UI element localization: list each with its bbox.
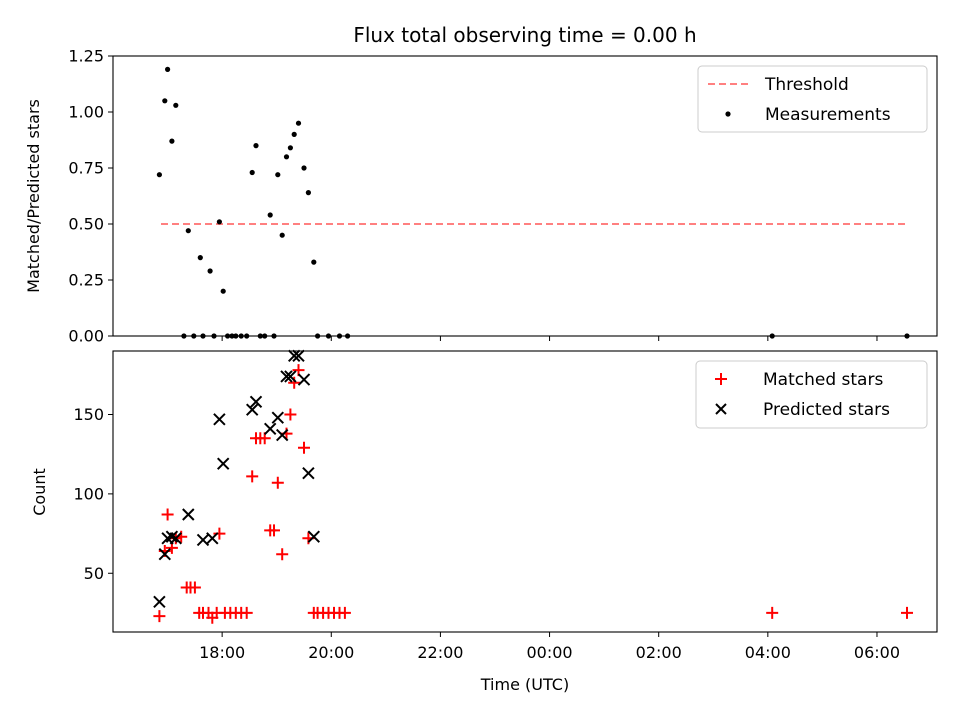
matched-star-point	[284, 408, 297, 421]
bottom-y-axis-label: Count	[30, 468, 49, 516]
measurement-point	[295, 120, 302, 126]
flux-ratio-panel: 0.00 0.25 0.50 0.75 1.00 1.25 Matched/Predict…	[24, 47, 938, 346]
star-counts-panel: 50 100 150 18:00 20:00 22:00 00:00 02:00 04:00 06…	[30, 349, 938, 694]
bottom-x-tick-label: 20:00	[308, 643, 354, 662]
predicted-star-point	[165, 530, 179, 543]
predicted-star-point	[271, 411, 285, 424]
matched-star-point	[188, 581, 201, 594]
predicted-star-point	[284, 370, 297, 383]
predicted-legend-symbol	[715, 403, 727, 415]
predicted-star-point	[213, 413, 226, 426]
measurement-point	[185, 228, 191, 234]
top-axes-frame	[112, 55, 938, 337]
measurement-point	[305, 190, 311, 196]
x-axis-label: Time (UTC)	[480, 675, 569, 694]
measurement-point	[249, 169, 255, 176]
bottom-x-tick-label: 18:00	[199, 643, 245, 662]
predicted-star-point	[245, 403, 259, 416]
measurement-point	[165, 66, 171, 72]
matched-star-point	[276, 548, 289, 561]
measurement-point	[267, 212, 273, 218]
measurement-point	[253, 143, 259, 149]
predicted-star-point	[206, 532, 219, 545]
bottom-axis-ticks: 50 100 150 18:00 20:00 22:00 00:00 02:00 04:00 06…	[73, 405, 900, 662]
matched-star-point	[153, 610, 166, 623]
measurement-point	[287, 145, 293, 151]
predicted-star-point	[153, 595, 166, 609]
bottom-x-tick-label: 06:00	[854, 643, 900, 662]
predicted-star-point	[292, 349, 305, 363]
matched-star-point	[901, 606, 913, 619]
predicted-star-point	[216, 457, 230, 470]
top-legend-box	[697, 65, 928, 133]
predicted-star-point	[307, 530, 321, 543]
measurements-legend-symbol	[725, 111, 731, 117]
legend-label-predicted: Predicted stars	[763, 400, 890, 420]
matched-star-point	[246, 470, 259, 483]
predicted-star-point	[249, 395, 263, 409]
matched-star-point	[298, 441, 310, 454]
bottom-y-tick-label: 150	[73, 405, 104, 424]
matched-star-point	[338, 606, 351, 619]
predicted-star-point	[182, 508, 195, 521]
top-axis-ticks: 0.00 0.25 0.50 0.75 1.00 1.25	[68, 47, 878, 346]
top-y-axis-label: Matched/Predicted stars	[24, 99, 43, 293]
matched-star-point	[213, 527, 226, 540]
matched-star-point	[161, 508, 174, 521]
predicted-star-point	[169, 532, 183, 545]
measurement-point	[156, 172, 162, 178]
predicted-star-point	[158, 547, 172, 561]
bottom-legend: Matched stars Predicted stars	[695, 360, 928, 429]
top-y-tick-label: 1.00	[68, 103, 104, 122]
bottom-axes-frame	[112, 350, 938, 633]
measurement-point	[216, 219, 222, 225]
bottom-y-tick-label: 50	[84, 564, 104, 583]
matched-star-point	[240, 606, 253, 619]
legend-label-threshold: Threshold	[764, 75, 849, 95]
legend-label-matched: Matched stars	[763, 370, 883, 390]
measurement-point	[301, 165, 307, 171]
measurement-point	[220, 288, 226, 294]
matched-star-point	[268, 524, 280, 537]
bottom-x-tick-label: 04:00	[745, 643, 791, 662]
measurement-point	[291, 131, 297, 137]
measurement-point	[283, 154, 290, 160]
bottom-x-tick-label: 22:00	[417, 643, 463, 662]
matched-star-point	[766, 606, 779, 619]
bottom-y-tick-label: 100	[73, 484, 104, 503]
measurement-point	[207, 268, 213, 274]
chart-title: Flux total observing time = 0.00 h	[353, 23, 696, 47]
bottom-x-tick-label: 02:00	[636, 643, 682, 662]
measurement-point	[275, 172, 281, 178]
predicted-star-point	[287, 349, 301, 363]
matched-star-point	[271, 476, 284, 489]
measurement-point	[311, 259, 317, 265]
legend-label-measurements: Measurements	[765, 105, 891, 125]
measurement-point	[197, 255, 203, 261]
top-y-tick-label: 0.75	[68, 159, 104, 178]
bottom-x-tick-label: 00:00	[527, 643, 573, 662]
predicted-star-point	[263, 422, 277, 436]
count-points-layer	[153, 349, 913, 624]
top-y-tick-label: 0.00	[68, 327, 104, 346]
measurement-point	[279, 232, 285, 238]
top-legend: Threshold Measurements	[697, 65, 928, 133]
measurement-point	[162, 98, 168, 104]
predicted-star-point	[280, 370, 293, 383]
measurement-point	[169, 138, 175, 144]
matched-legend-symbol	[715, 373, 727, 385]
top-y-tick-label: 0.25	[68, 271, 104, 290]
predicted-star-point	[302, 466, 315, 480]
predicted-star-point	[297, 373, 311, 386]
top-y-tick-label: 0.50	[68, 215, 104, 234]
top-y-tick-label: 1.25	[68, 47, 104, 66]
predicted-star-point	[275, 428, 289, 442]
bottom-legend-box	[695, 360, 928, 429]
measurement-point	[173, 102, 179, 108]
